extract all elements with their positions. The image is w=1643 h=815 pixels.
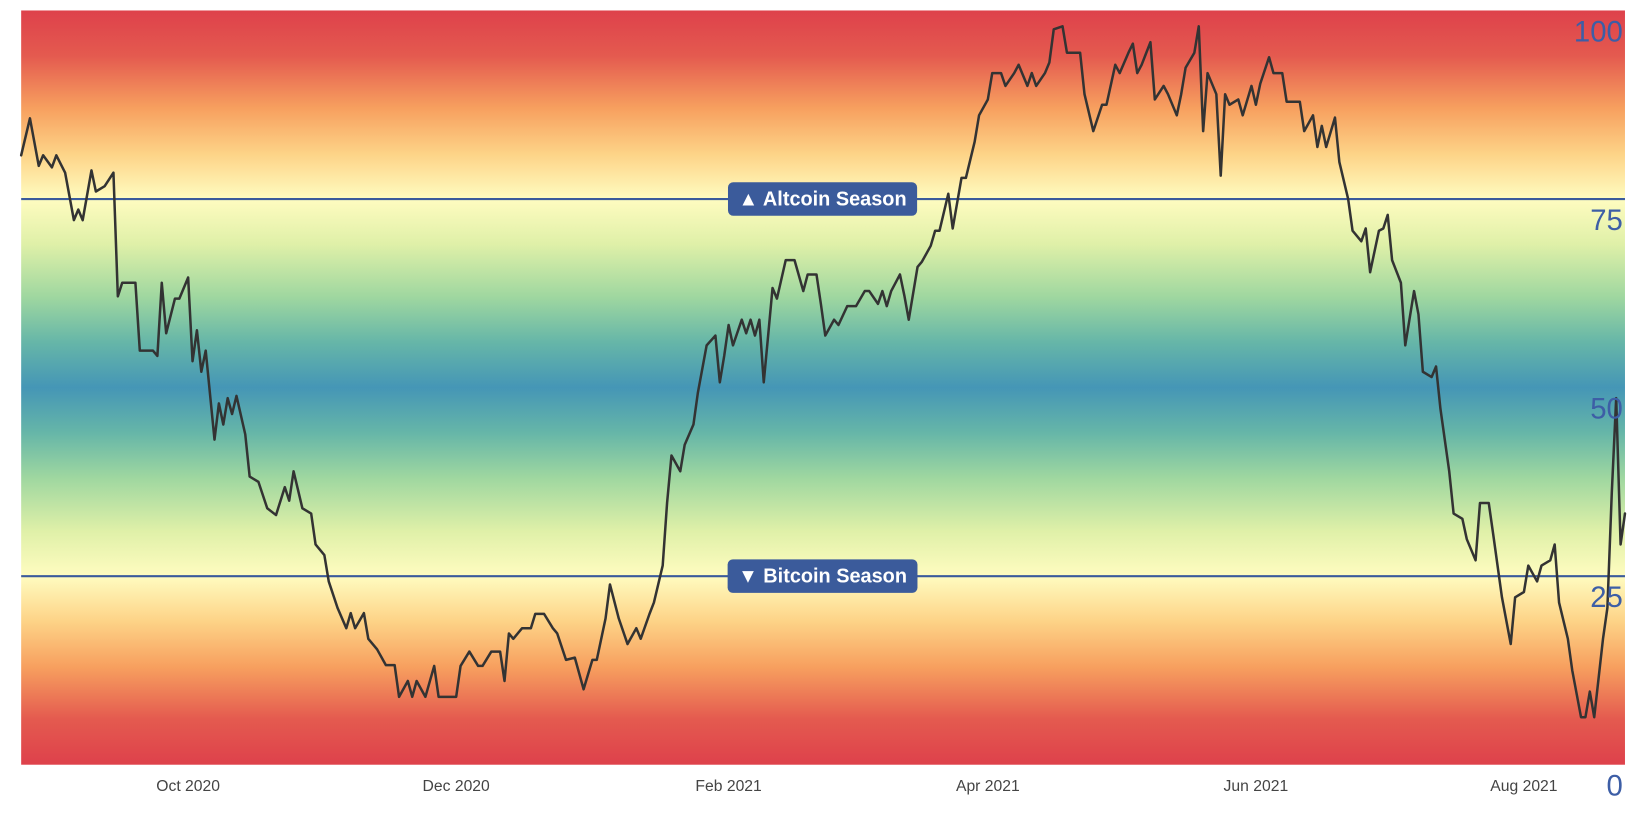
- x-tick-label: Dec 2020: [423, 778, 490, 795]
- y-tick-label: 100: [1574, 15, 1623, 48]
- x-tick-label: Jun 2021: [1224, 778, 1289, 795]
- data-line: [19, 25, 1627, 719]
- y-tick-label: 50: [1590, 392, 1623, 425]
- line-layer: [19, 25, 1627, 719]
- reference-badge: [727, 182, 918, 216]
- y-tick-label: 25: [1590, 581, 1623, 614]
- x-tick-label: Apr 2021: [956, 778, 1020, 795]
- reference-label: ▲ Altcoin Season: [738, 188, 906, 210]
- reference-label: ▼ Bitcoin Season: [738, 565, 907, 587]
- badge-layer: ▲ Altcoin Season ▼ Bitcoin Season: [727, 182, 918, 593]
- axis-layer: 0 25 50 75 100 Oct 2020 Dec 2020 Feb 2021 Apr 20…: [156, 15, 1623, 802]
- x-tick-label: Aug 2021: [1490, 778, 1557, 795]
- reference-badge: [727, 559, 918, 593]
- y-tick-label: 75: [1590, 204, 1623, 237]
- y-tick-label: 0: [1607, 770, 1623, 803]
- plot-background: [21, 10, 1625, 765]
- x-tick-label: Oct 2020: [156, 778, 220, 795]
- x-tick-label: Feb 2021: [695, 778, 761, 795]
